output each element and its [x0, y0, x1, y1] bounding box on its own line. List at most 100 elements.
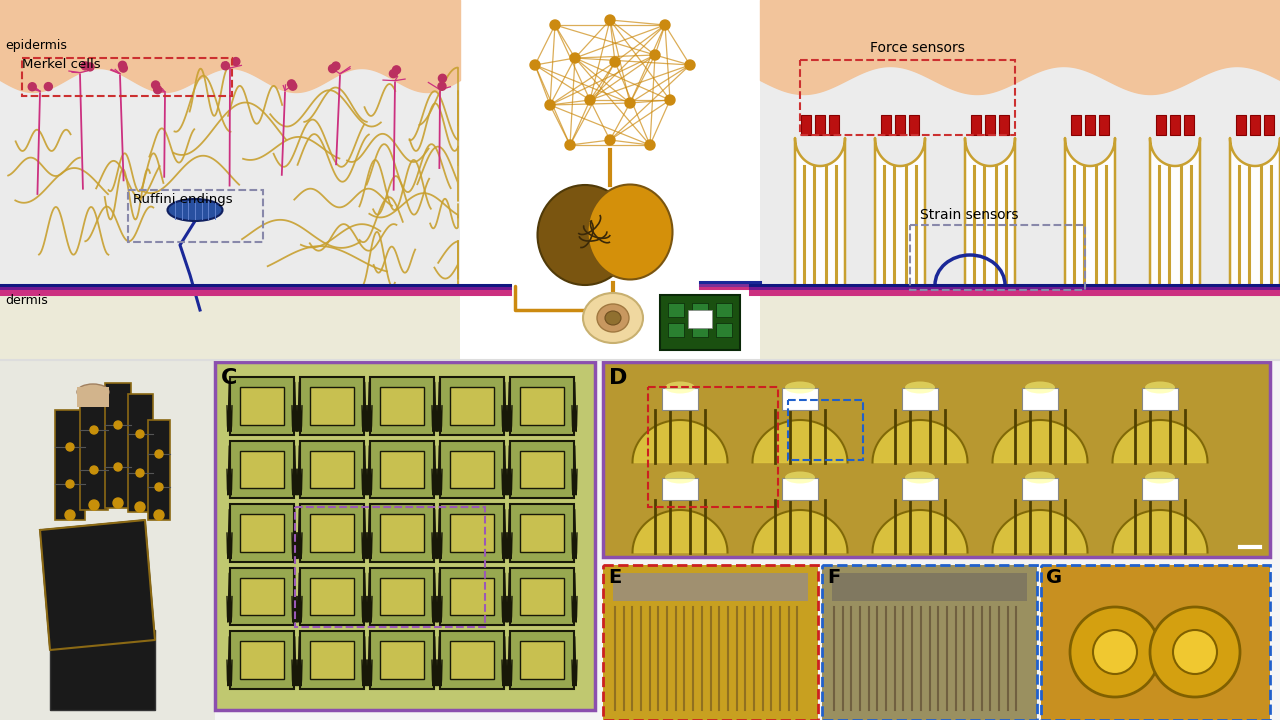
Bar [716, 323, 732, 337]
Bar [440, 377, 504, 435]
Bar [241, 642, 284, 679]
Bar [215, 362, 595, 710]
Bar [451, 514, 494, 552]
Polygon shape [753, 420, 847, 462]
Circle shape [114, 421, 122, 429]
Circle shape [134, 502, 145, 512]
Circle shape [151, 81, 160, 89]
Bar [716, 303, 732, 317]
Bar [509, 377, 573, 435]
Polygon shape [632, 420, 727, 462]
Bar [310, 514, 355, 552]
Bar [440, 631, 504, 689]
Circle shape [28, 83, 36, 91]
Bar [1071, 115, 1082, 135]
Bar [55, 410, 84, 520]
Circle shape [530, 60, 540, 70]
Circle shape [67, 443, 74, 451]
Polygon shape [795, 138, 845, 285]
Bar [972, 115, 980, 135]
Bar [648, 387, 778, 507]
Bar [440, 441, 504, 498]
Bar [310, 577, 355, 616]
Bar [1184, 115, 1194, 135]
Bar [380, 577, 424, 616]
Ellipse shape [905, 472, 934, 484]
Bar [689, 310, 712, 328]
Bar [370, 377, 434, 435]
Text: F: F [827, 568, 840, 587]
Bar [822, 565, 1037, 720]
Bar [22, 58, 232, 96]
Bar [105, 383, 131, 508]
Ellipse shape [785, 472, 815, 484]
Bar [520, 577, 564, 616]
Bar [1265, 115, 1274, 135]
Bar [509, 504, 573, 562]
Bar [613, 573, 808, 601]
Bar [668, 323, 684, 337]
Text: epidermis: epidermis [5, 38, 67, 52]
Circle shape [119, 64, 127, 72]
Bar [451, 387, 494, 425]
Bar [603, 565, 818, 720]
Bar [230, 631, 294, 689]
Ellipse shape [666, 382, 695, 394]
Polygon shape [40, 520, 155, 650]
Bar [241, 451, 284, 488]
Bar [998, 115, 1009, 135]
Bar [1170, 115, 1180, 135]
Circle shape [113, 498, 123, 508]
Polygon shape [1065, 138, 1115, 285]
Bar [370, 504, 434, 562]
Bar [603, 362, 1270, 557]
Bar [380, 451, 424, 488]
Bar [1156, 115, 1166, 135]
Polygon shape [1230, 138, 1280, 285]
Bar [509, 568, 573, 626]
Bar [370, 631, 434, 689]
Text: Merkel cells: Merkel cells [22, 58, 101, 71]
Bar [230, 441, 294, 498]
Bar [660, 295, 740, 350]
Bar [520, 514, 564, 552]
Circle shape [545, 100, 556, 110]
Bar [230, 504, 294, 562]
Text: dermis: dermis [5, 294, 47, 307]
Circle shape [221, 62, 229, 70]
Circle shape [90, 466, 99, 474]
Circle shape [1172, 630, 1217, 674]
Bar [520, 642, 564, 679]
Ellipse shape [1025, 472, 1055, 484]
Bar [0, 0, 460, 360]
Bar [1041, 565, 1270, 720]
Bar [895, 115, 905, 135]
Polygon shape [873, 420, 968, 462]
Bar [300, 631, 364, 689]
Circle shape [332, 62, 340, 70]
Bar [370, 441, 434, 498]
Text: D: D [609, 368, 627, 388]
Bar [451, 642, 494, 679]
Ellipse shape [905, 382, 934, 394]
Bar [782, 387, 818, 410]
Bar [509, 631, 573, 689]
Circle shape [611, 57, 620, 67]
Circle shape [393, 66, 401, 74]
Ellipse shape [666, 472, 695, 484]
Bar [1021, 387, 1059, 410]
Bar [230, 568, 294, 626]
Ellipse shape [596, 304, 628, 332]
Circle shape [439, 74, 447, 82]
Bar [662, 387, 698, 410]
Circle shape [114, 463, 122, 471]
Bar [440, 504, 504, 562]
Bar [520, 451, 564, 488]
Circle shape [570, 53, 580, 63]
Circle shape [1093, 630, 1137, 674]
Circle shape [650, 50, 660, 60]
Bar [603, 362, 1270, 557]
Bar [128, 190, 262, 242]
Bar [509, 441, 573, 498]
Circle shape [389, 70, 397, 78]
